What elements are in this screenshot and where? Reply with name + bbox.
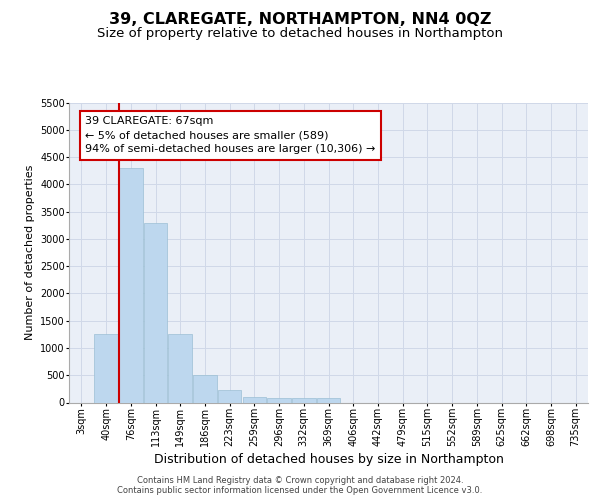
Bar <box>317 398 340 402</box>
Y-axis label: Number of detached properties: Number of detached properties <box>25 165 35 340</box>
Bar <box>119 168 143 402</box>
Text: 39, CLAREGATE, NORTHAMPTON, NN4 0QZ: 39, CLAREGATE, NORTHAMPTON, NN4 0QZ <box>109 12 491 28</box>
Bar <box>193 375 217 402</box>
Text: 39 CLAREGATE: 67sqm
← 5% of detached houses are smaller (589)
94% of semi-detach: 39 CLAREGATE: 67sqm ← 5% of detached hou… <box>85 116 376 154</box>
Text: Contains public sector information licensed under the Open Government Licence v3: Contains public sector information licen… <box>118 486 482 495</box>
Text: Contains HM Land Registry data © Crown copyright and database right 2024.: Contains HM Land Registry data © Crown c… <box>137 476 463 485</box>
X-axis label: Distribution of detached houses by size in Northampton: Distribution of detached houses by size … <box>154 453 503 466</box>
Bar <box>242 397 266 402</box>
Bar <box>144 222 167 402</box>
Text: Size of property relative to detached houses in Northampton: Size of property relative to detached ho… <box>97 28 503 40</box>
Bar <box>169 334 192 402</box>
Bar <box>268 398 291 402</box>
Bar <box>292 398 316 402</box>
Bar <box>94 334 118 402</box>
Bar <box>218 390 241 402</box>
